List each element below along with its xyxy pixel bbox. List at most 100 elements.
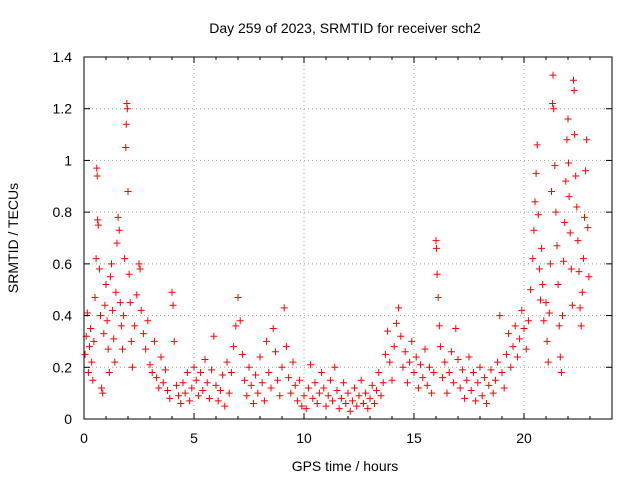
data-point (245, 363, 253, 371)
data-point (318, 368, 326, 376)
data-point (452, 325, 460, 332)
data-point (84, 368, 92, 376)
data-point (243, 392, 251, 400)
data-point (247, 381, 255, 389)
data-point (329, 397, 337, 405)
data-point (139, 330, 147, 338)
data-point (121, 255, 129, 263)
data-point (116, 299, 124, 307)
data-point (278, 363, 286, 371)
data-point (520, 325, 528, 332)
data-point (181, 389, 189, 397)
data-points (81, 71, 593, 415)
data-point (561, 218, 569, 226)
data-point (153, 374, 161, 382)
data-point (311, 379, 319, 387)
data-point (571, 131, 579, 139)
data-point (359, 399, 367, 407)
data-point (183, 368, 191, 376)
data-point (530, 226, 538, 234)
data-point (527, 286, 535, 294)
y-tick-label: 0.8 (53, 204, 73, 220)
data-point (340, 379, 348, 387)
data-point (120, 312, 128, 320)
data-point (99, 389, 107, 397)
data-point (554, 281, 562, 289)
data-point (373, 387, 381, 395)
data-point (430, 368, 438, 376)
data-point (550, 105, 558, 113)
data-point (192, 376, 200, 384)
data-point (414, 384, 422, 392)
data-point (106, 273, 114, 281)
data-point (135, 260, 143, 268)
data-point (346, 407, 354, 415)
data-point (368, 381, 376, 389)
data-point (496, 312, 504, 320)
data-point (324, 392, 332, 400)
data-point (362, 389, 370, 397)
data-point (445, 368, 453, 376)
data-point (412, 353, 420, 361)
data-point (553, 242, 561, 250)
data-point (168, 288, 176, 296)
data-point (304, 384, 312, 392)
data-point (119, 345, 126, 353)
data-point (131, 322, 139, 330)
data-point (271, 348, 279, 356)
data-point (223, 358, 231, 366)
data-point (583, 136, 591, 144)
data-point (94, 216, 102, 224)
data-point (552, 208, 560, 216)
data-point (199, 387, 207, 395)
data-point (227, 368, 235, 376)
data-point (388, 376, 396, 384)
data-point (573, 203, 581, 211)
data-point (236, 317, 244, 325)
data-point (205, 394, 213, 402)
data-point (155, 384, 163, 392)
data-point (516, 335, 524, 343)
data-point (188, 384, 196, 392)
data-point (487, 366, 495, 374)
data-point (111, 358, 119, 366)
data-point (576, 304, 584, 312)
data-point (309, 394, 317, 402)
y-tick-label: 0.2 (53, 359, 73, 375)
data-point (399, 363, 407, 371)
data-point (425, 363, 433, 371)
data-point (538, 244, 546, 252)
data-point (549, 100, 557, 108)
data-point (100, 330, 108, 338)
y-tick-label: 0 (64, 411, 72, 427)
data-point (454, 356, 462, 364)
y-axis-label: SRMTID / TECUs (5, 183, 21, 293)
data-point (102, 281, 110, 289)
data-point (559, 312, 566, 320)
x-tick-label: 5 (190, 430, 198, 446)
data-point (104, 345, 112, 353)
data-point (110, 335, 118, 343)
data-point (320, 384, 328, 392)
data-point (584, 224, 592, 232)
data-point (478, 392, 486, 400)
data-point (137, 306, 145, 314)
data-point (166, 394, 174, 402)
data-point (144, 317, 152, 325)
data-point (395, 304, 403, 312)
data-point (390, 343, 398, 351)
data-point (161, 366, 169, 374)
data-point (276, 392, 284, 400)
data-point (566, 229, 574, 237)
data-point (97, 312, 104, 320)
data-point (92, 255, 100, 263)
data-point (221, 402, 229, 410)
data-point (535, 265, 543, 273)
data-point (421, 345, 429, 353)
data-point (474, 379, 482, 387)
data-point (476, 363, 484, 371)
data-point (522, 345, 530, 353)
grid-lines (84, 57, 612, 419)
data-point (491, 376, 499, 384)
